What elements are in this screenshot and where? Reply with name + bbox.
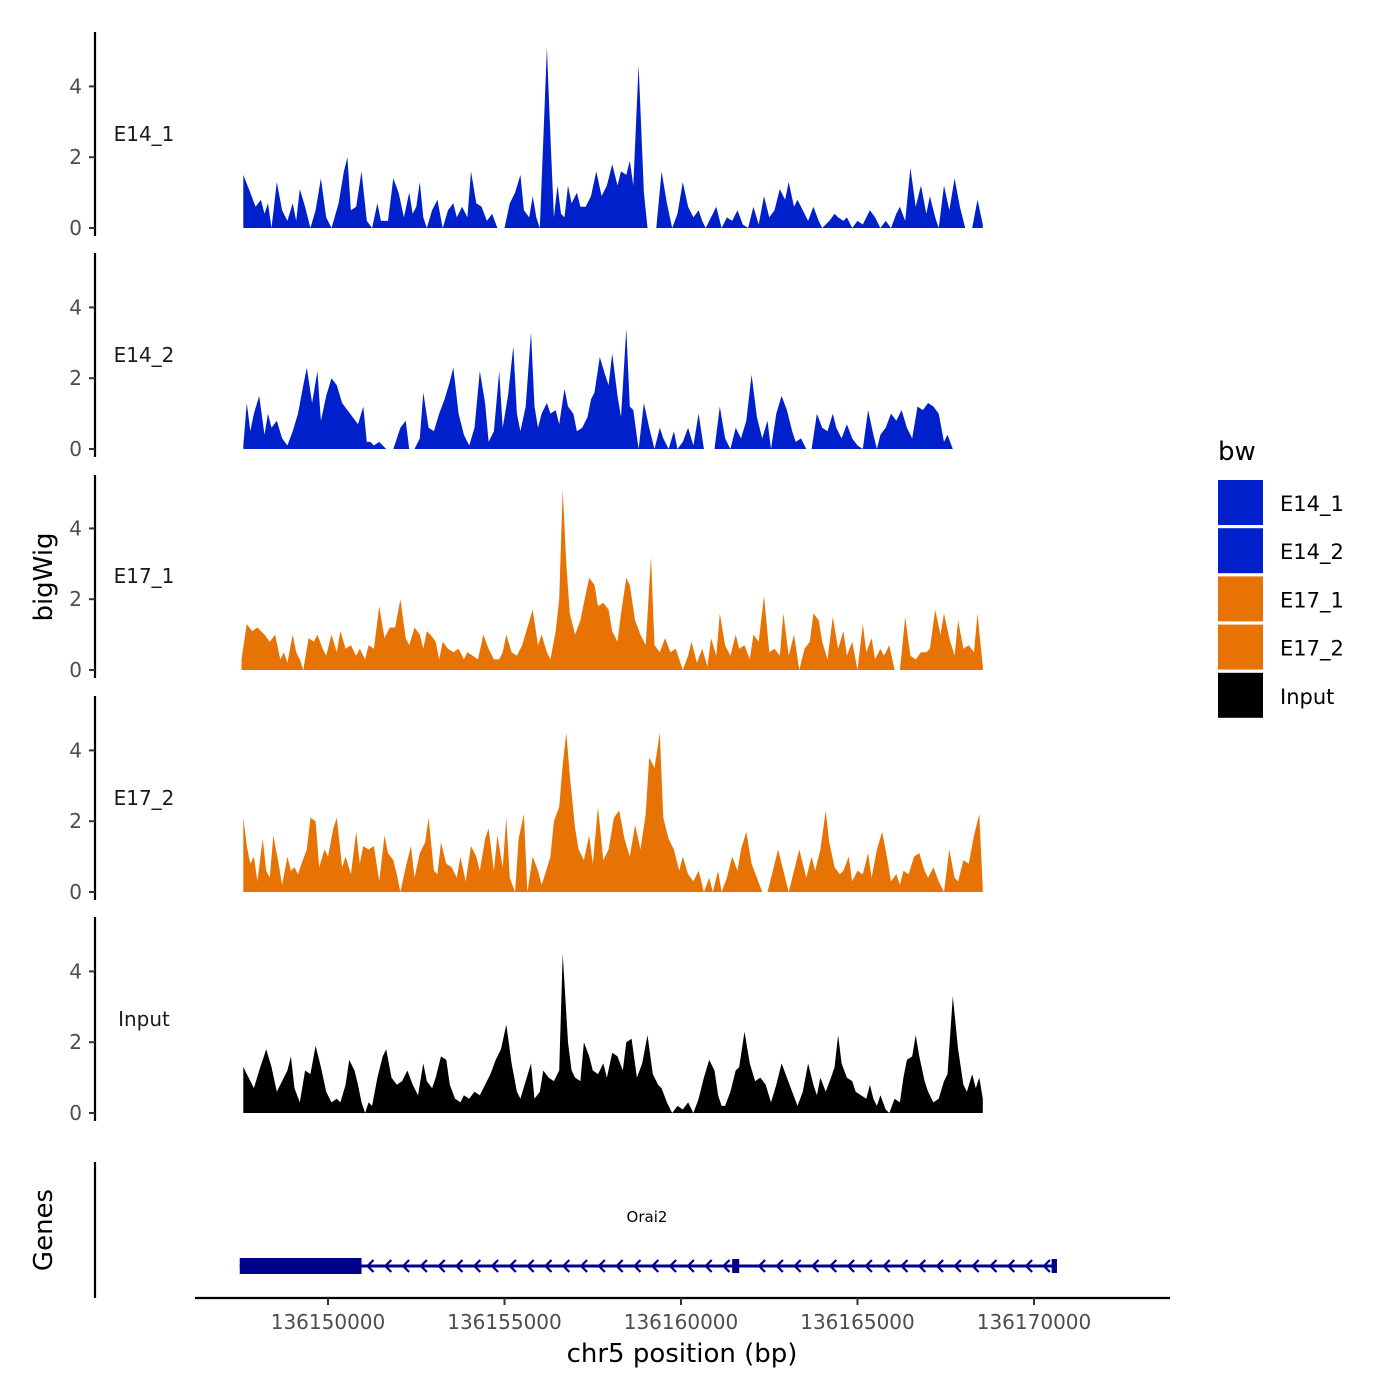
panel-label-E17_1: E17_1 <box>114 564 175 588</box>
gene-strand-arrow-30 <box>917 1259 927 1273</box>
legend: bw E14_1 E14_2 E17_1 E17_2 Input <box>1218 437 1344 718</box>
gene-strand-arrow-19 <box>704 1259 713 1273</box>
gene-strand-arrow-20 <box>721 1259 731 1273</box>
gene-strand-arrow-16 <box>650 1259 660 1273</box>
gene-strand-arrow-28 <box>882 1259 891 1273</box>
gene-strand-arrow-34 <box>988 1259 998 1273</box>
gene-strand-arrow-22 <box>775 1259 784 1273</box>
gene-exon-2 <box>732 1259 740 1273</box>
gene-strand-arrow-27 <box>864 1259 873 1273</box>
signal-area-Input <box>243 953 983 1113</box>
gene-exon-3 <box>1051 1259 1057 1273</box>
y-tick-label-E17_2-0: 0 <box>69 880 82 904</box>
gene-strand-arrow-35 <box>1006 1259 1016 1273</box>
signal-area-E14_2 <box>243 328 953 449</box>
gene-strand-arrow-23 <box>793 1259 802 1273</box>
y-tick-label-E17_1-2: 2 <box>69 587 82 611</box>
y-tick-label-E17_1-0: 0 <box>69 658 82 682</box>
y-tick-label-E14_1-0: 0 <box>69 216 82 240</box>
gene-strand-arrow-17 <box>668 1259 677 1273</box>
panel-label-Input: Input <box>118 1007 170 1031</box>
gene-strand-arrow-2 <box>401 1259 410 1273</box>
panel-E14_2: 0 2 4 E14_2 <box>69 253 953 461</box>
gene-strand-arrow-29 <box>899 1259 909 1273</box>
gene-strand-arrow-26 <box>846 1259 855 1273</box>
gene-strand-arrow-12 <box>579 1259 588 1273</box>
legend-swatch-E14_1 <box>1218 480 1263 525</box>
legend-label-Input: Input <box>1280 685 1334 709</box>
gene-strand-arrow-33 <box>971 1259 980 1273</box>
y-tick-label-Input-2: 2 <box>69 1030 82 1054</box>
y-tick-label-E14_1-4: 4 <box>69 74 82 98</box>
panel-label-E17_2: E17_2 <box>114 786 175 810</box>
gene-strand-arrow-6 <box>472 1259 482 1273</box>
gene-model <box>239 1258 1057 1274</box>
x-tick-label-136170000: 136170000 <box>977 1310 1092 1334</box>
y-tick-label-E14_1-2: 2 <box>69 145 82 169</box>
gene-strand-arrow-31 <box>935 1259 944 1273</box>
panel-label-E14_1: E14_1 <box>114 122 175 146</box>
gene-track-title: Genes <box>29 1189 59 1271</box>
y-tick-label-E17_1-4: 4 <box>69 516 82 540</box>
panel-Input: 0 2 4 Input <box>69 917 983 1125</box>
x-axis-title: chr5 position (bp) <box>567 1339 798 1369</box>
y-tick-label-E14_2-4: 4 <box>69 295 82 319</box>
y-axis-title: bigWig <box>29 532 59 621</box>
gene-track: Genes Orai2 <box>29 1162 1057 1298</box>
gene-name-label: Orai2 <box>627 1208 668 1226</box>
gene-strand-arrow-10 <box>543 1259 553 1273</box>
gene-strand-arrow-1 <box>383 1259 393 1273</box>
legend-title: bw <box>1218 437 1256 467</box>
gene-exon-1 <box>239 1258 362 1274</box>
gene-strand-arrow-4 <box>437 1259 446 1273</box>
signal-area-E17_2 <box>243 732 983 892</box>
x-tick-label-136150000: 136150000 <box>271 1310 386 1334</box>
legend-swatch-E17_2 <box>1218 624 1263 670</box>
signal-area-E14_1 <box>243 47 983 228</box>
panel-E14_1: 0 2 4 E14_1 <box>69 32 983 240</box>
y-tick-label-E17_2-2: 2 <box>69 809 82 833</box>
gene-strand-arrow-3 <box>419 1259 428 1273</box>
gene-strand-arrow-13 <box>597 1259 606 1273</box>
signal-area-E17_1 <box>241 489 983 670</box>
gene-strand-arrow-21 <box>757 1259 766 1273</box>
panel-label-E14_2: E14_2 <box>114 343 175 367</box>
gene-strand-arrow-25 <box>828 1259 838 1273</box>
panel-E17_1: 0 2 4 E17_1 <box>69 475 983 682</box>
x-tick-label-136155000: 136155000 <box>447 1310 562 1334</box>
gene-strand-arrow-32 <box>953 1259 962 1273</box>
gene-strand-arrow-24 <box>810 1259 820 1273</box>
legend-swatch-E17_1 <box>1218 576 1263 622</box>
legend-label-E14_2: E14_2 <box>1280 540 1344 565</box>
gene-strand-arrow-7 <box>490 1259 499 1273</box>
gene-strand-arrow-15 <box>632 1259 642 1273</box>
legend-swatch-Input <box>1218 672 1263 718</box>
gene-strand-arrow-36 <box>1024 1259 1033 1273</box>
y-tick-label-E14_2-2: 2 <box>69 366 82 390</box>
y-tick-label-E14_2-0: 0 <box>69 437 82 461</box>
gene-strand-arrow-37 <box>1042 1259 1051 1273</box>
legend-label-E17_2: E17_2 <box>1280 637 1344 662</box>
gene-strand-arrow-14 <box>615 1259 624 1273</box>
panel-E17_2: 0 2 4 E17_2 <box>69 696 983 904</box>
gene-strand-arrow-5 <box>454 1259 464 1273</box>
gene-strand-arrow-0 <box>365 1259 375 1273</box>
gene-strand-arrow-8 <box>508 1259 517 1273</box>
x-tick-label-136160000: 136160000 <box>624 1310 739 1334</box>
legend-swatch-E14_2 <box>1218 528 1263 574</box>
gene-strand-arrow-9 <box>526 1259 535 1273</box>
x-tick-label-136165000: 136165000 <box>800 1310 915 1334</box>
gene-strand-arrow-11 <box>561 1259 571 1273</box>
y-tick-label-Input-0: 0 <box>69 1101 82 1125</box>
y-tick-label-E17_2-4: 4 <box>69 738 82 762</box>
gene-strand-arrow-18 <box>686 1259 695 1273</box>
legend-label-E14_1: E14_1 <box>1280 492 1344 517</box>
legend-label-E17_1: E17_1 <box>1280 588 1344 613</box>
x-axis: 136150000 136155000 136160000 136165000 1361… <box>195 1296 1170 1334</box>
signal-panels: 0 2 4 E14_1 0 2 4 E14_2 0 2 4 E17_1 0 2 4 E17_2 0 2 4 Input <box>69 32 983 1125</box>
y-tick-label-Input-4: 4 <box>69 959 82 983</box>
